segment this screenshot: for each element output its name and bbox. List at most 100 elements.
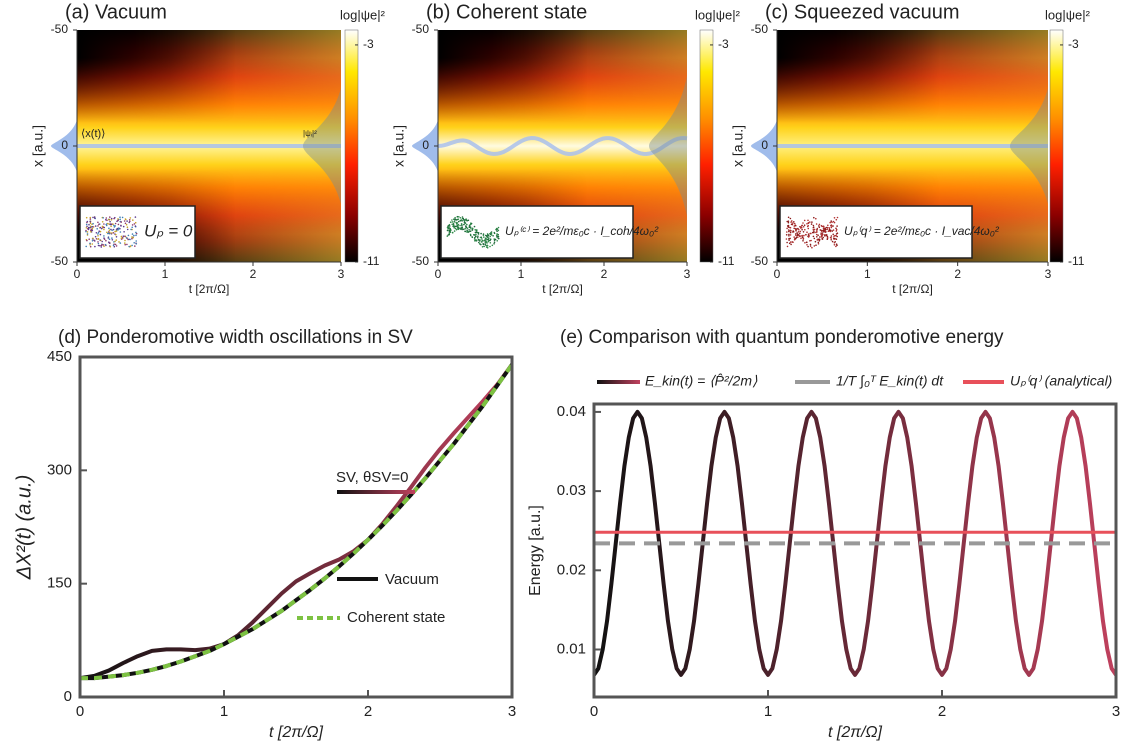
inset-dot <box>486 233 489 235</box>
inset-dot <box>108 238 111 240</box>
inset-dot <box>456 216 459 218</box>
inset-dot <box>117 223 120 226</box>
inset-box <box>79 205 196 259</box>
inset-dot <box>109 223 111 226</box>
inset-dot <box>120 221 122 223</box>
inset-dot <box>112 232 115 234</box>
inset-dot <box>101 221 104 223</box>
series-line <box>80 363 512 681</box>
inset-dot <box>461 216 464 218</box>
inset-dot <box>95 238 98 240</box>
inset-dot <box>819 236 821 238</box>
inset-dot <box>813 245 816 247</box>
inset-dot <box>134 225 137 227</box>
inset-dot <box>467 219 470 222</box>
inset-dot <box>135 232 138 235</box>
inset-dot <box>113 245 116 248</box>
inset-dot <box>806 225 809 228</box>
inset-dot <box>809 232 811 235</box>
inset-dot <box>814 240 817 243</box>
inset-dot <box>478 241 480 244</box>
inset-dot <box>454 216 456 219</box>
inset-dot <box>481 239 484 242</box>
inset-dot <box>816 230 818 232</box>
inset-dot <box>489 239 491 242</box>
inset-dot <box>461 220 464 222</box>
inset-dot <box>815 217 817 220</box>
inset-dot <box>817 243 820 245</box>
inset-formula: Uₚ = 0 <box>144 221 193 240</box>
inset-dot <box>108 218 110 221</box>
inset-dot <box>816 239 819 241</box>
colorbar-tick-label: -3 <box>363 37 374 51</box>
inset-dot <box>461 228 464 231</box>
series-line <box>594 409 1116 677</box>
inset-dot <box>131 233 134 235</box>
inset-dot <box>110 219 113 221</box>
inset-dot <box>487 239 490 241</box>
inset-dot <box>470 228 472 230</box>
inset-dot <box>100 227 103 230</box>
inset-dot <box>813 231 815 234</box>
inset-dot <box>809 240 811 242</box>
inset-dot <box>86 239 88 242</box>
inset-dot <box>802 231 805 233</box>
colorbar-tick-label: -11 <box>718 254 735 268</box>
inset-dot <box>808 234 810 236</box>
inset-dot <box>831 221 833 224</box>
x-axis-label: t [2π/Ω] <box>269 724 324 741</box>
inset-dot <box>802 240 804 242</box>
inset-dot <box>835 238 838 240</box>
inset-dot <box>785 234 788 236</box>
inset-dot <box>786 220 788 223</box>
inset-dot <box>469 230 472 232</box>
inset-dot <box>111 237 113 239</box>
inset-dot <box>449 225 451 227</box>
inset-dot <box>113 217 115 220</box>
inset-dot <box>809 243 812 246</box>
inset-dot <box>115 245 118 247</box>
panel-title: (b) Coherent state <box>426 1 587 23</box>
inset-dot <box>126 220 128 222</box>
x-tick-label: 0 <box>435 267 442 281</box>
y-axis-label: x [a.u.] <box>30 125 46 167</box>
inset-dot <box>135 240 137 242</box>
series-line <box>80 363 512 681</box>
inset-dot <box>829 230 832 233</box>
inset-dot <box>462 228 465 231</box>
inset-dot <box>88 223 90 226</box>
x-tick-label: 3 <box>508 703 516 720</box>
final-wavepacket <box>649 76 687 216</box>
legend-label: Uₚ⁽q⁾ (analytical) <box>1010 373 1112 389</box>
inset-dot <box>456 228 458 231</box>
inset-dot <box>825 234 828 237</box>
inset-dot <box>133 242 135 244</box>
inset-dot <box>88 238 90 240</box>
inset-dot <box>828 229 831 232</box>
inset-dot <box>449 221 452 223</box>
inset-dot <box>128 245 130 248</box>
inset-dot <box>789 241 792 243</box>
inset-dot <box>489 242 492 244</box>
inset-dot <box>797 227 799 230</box>
inset-dot <box>457 218 460 220</box>
inset-dot <box>487 240 490 243</box>
legend-label: Vacuum <box>385 571 439 588</box>
plot-frame <box>78 355 514 699</box>
inset-dot <box>448 230 451 233</box>
x-tick-label: 1 <box>764 703 772 720</box>
inset-dot <box>131 224 134 226</box>
inset-formula: Uₚ⁽ᶜ⁾ = 2e²/mε₀c · I_coh/4ω₀² <box>505 224 659 238</box>
inset-dot <box>823 229 825 232</box>
inset-dot <box>465 225 467 227</box>
legend-label: E_kin(t) = ⟨P̂²/2m⟩ <box>645 372 758 388</box>
inset-dot <box>480 232 482 235</box>
inset-dot <box>121 237 124 239</box>
inset-dot <box>480 241 483 243</box>
inset-dot <box>799 230 802 233</box>
inset-dot <box>454 227 457 230</box>
inset-dot <box>109 242 111 244</box>
y-tick-label: 0.02 <box>557 561 586 578</box>
inset-dot <box>797 231 800 233</box>
inset-dot <box>465 218 467 220</box>
